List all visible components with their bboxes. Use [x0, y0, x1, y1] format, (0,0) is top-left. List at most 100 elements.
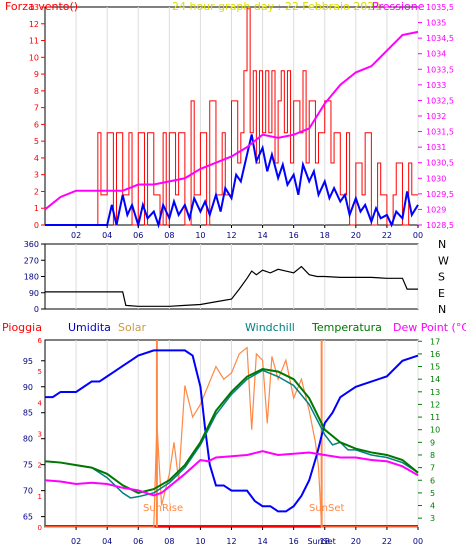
hour-tick-label: 08 [164, 537, 174, 546]
wind-axis-label: Forza vento() [5, 0, 78, 13]
degree-tick-label: 180 [24, 273, 39, 282]
rain-tick-label: 5 [38, 368, 42, 376]
hour-tick-label: 16 [289, 231, 299, 240]
hour-tick-label: 18 [320, 231, 330, 240]
hour-tick-label: 02 [71, 231, 81, 240]
humidity-tick-label: 90 [23, 383, 33, 392]
humidity-axis: 65 70 75 80 85 90 95 [23, 357, 45, 522]
temperature-tick-label: 9 [430, 438, 435, 447]
hour-tick-label: 04 [102, 231, 112, 240]
solar-series [45, 346, 418, 528]
pressure-axis-label: Pressione [372, 0, 425, 13]
hour-tick-label: 00 [413, 537, 423, 546]
hour-tick-label: 20 [351, 231, 361, 240]
wind-tick-label: 7 [34, 104, 39, 113]
pressure-tick-label: 1034 [426, 50, 446, 59]
temperature-tick-label: 10 [430, 426, 440, 435]
wind-tick-label: 0 [34, 221, 39, 230]
wind-direction-series [45, 265, 418, 307]
hour-tick-label: 22 [382, 537, 392, 546]
wind-pressure-series [44, 8, 419, 229]
hour-tick-label: 14 [257, 231, 267, 240]
hour-tick-label: 16 [289, 537, 299, 546]
pressure-series [44, 30, 419, 211]
rain-tick-label: 6 [38, 337, 43, 345]
sunset-tick-label: SunSet [307, 537, 335, 546]
pressure-tick-label: 1035 [426, 19, 446, 28]
compass-tick-label: E [438, 287, 445, 300]
pressure-tick-label: 1032,5 [426, 96, 454, 105]
pressure-tick-label: 1031 [426, 143, 446, 152]
wind-tick-label: 5 [34, 137, 39, 146]
rain-tick-label: 0 [38, 524, 42, 532]
humidity-tick-label: 95 [23, 357, 33, 366]
legend-humidity: Umidita [68, 321, 111, 334]
windchill-series [44, 369, 419, 499]
temperature-hour-axis: 02 04 06 08 10 12 14 16 18 20 22 00 SunSet [71, 527, 423, 546]
hour-tick-label: 06 [133, 537, 143, 546]
pressure-tick-label: 1032 [426, 112, 446, 121]
hour-tick-label: 10 [195, 231, 205, 240]
pressure-tick-label: 1033 [426, 81, 446, 90]
wind-tick-label: 6 [34, 120, 39, 129]
humidity-series [45, 349, 419, 513]
temperature-tick-label: 14 [430, 375, 440, 384]
temperature-tick-label: 16 [430, 350, 440, 359]
temperature-series [44, 368, 419, 494]
sunrise-label: SunRise [143, 503, 183, 514]
chart-title: 24 hour graph day : 22 Febbraio 2021 [172, 0, 381, 13]
humidity-tick-label: 85 [23, 409, 33, 418]
pressure-tick-label: 1029 [426, 205, 446, 214]
temperature-tick-label: 4 [430, 502, 435, 511]
rain-tick-label: 1 [38, 493, 42, 501]
pressure-tick-label: 1035,5 [426, 3, 454, 12]
pressure-axis: 1028,5 1029 1029,5 1030 1030,5 1031 1031,5 1032… [418, 3, 454, 230]
legend-solar: Solar [118, 321, 147, 334]
wind-tick-label: 4 [34, 154, 39, 163]
hour-tick-label: 18 [320, 537, 330, 546]
pressure-tick-label: 1033,5 [426, 65, 454, 74]
wind-tick-label: 12 [29, 20, 39, 29]
hour-tick-label: 06 [133, 231, 143, 240]
rain-tick-label: 3 [38, 431, 42, 439]
hour-tick-label: 02 [71, 537, 81, 546]
pressure-tick-label: 1030 [426, 174, 446, 183]
hour-tick-label: 14 [257, 537, 267, 546]
legend-dewpoint: Dew Point (°C) [393, 321, 466, 334]
legend-windchill: Windchill [245, 321, 295, 334]
compass-tick-label: N [438, 303, 446, 316]
wind-direction-grid [75, 244, 419, 309]
wind-tick-label: 11 [29, 37, 39, 46]
humidity-tick-label: 70 [23, 487, 33, 496]
rain-axis: 0 1 2 3 4 5 6 [38, 337, 43, 532]
degree-tick-label: 360 [24, 240, 39, 249]
wind-direction-degree-axis: 360 270 180 90 0 [24, 240, 45, 314]
wind-tick-label: 9 [34, 70, 39, 79]
pressure-tick-label: 1030,5 [426, 159, 454, 168]
compass-tick-label: S [438, 271, 445, 284]
pressure-tick-label: 1028,5 [426, 221, 454, 230]
temperature-tick-label: 3 [430, 514, 435, 523]
legend-rain: Pioggia [2, 321, 42, 334]
wind-tick-label: 1 [34, 204, 39, 213]
dewpoint-series [44, 450, 419, 497]
temperature-tick-label: 17 [430, 337, 440, 346]
rain-tick-label: 2 [38, 462, 42, 470]
hour-tick-label: 04 [102, 537, 112, 546]
temperature-humidity-series [44, 340, 419, 528]
temperature-tick-label: 11 [430, 413, 440, 422]
wind-direction-series [45, 265, 418, 307]
pressure-tick-label: 1031,5 [426, 128, 454, 137]
hour-tick-label: 12 [226, 231, 236, 240]
wind-tick-label: 10 [29, 53, 39, 62]
temperature-tick-label: 6 [430, 476, 435, 485]
hour-tick-label: 20 [351, 537, 361, 546]
hour-tick-label: 00 [413, 231, 423, 240]
degree-tick-label: 0 [34, 305, 39, 314]
temperature-tick-label: 5 [430, 489, 435, 498]
